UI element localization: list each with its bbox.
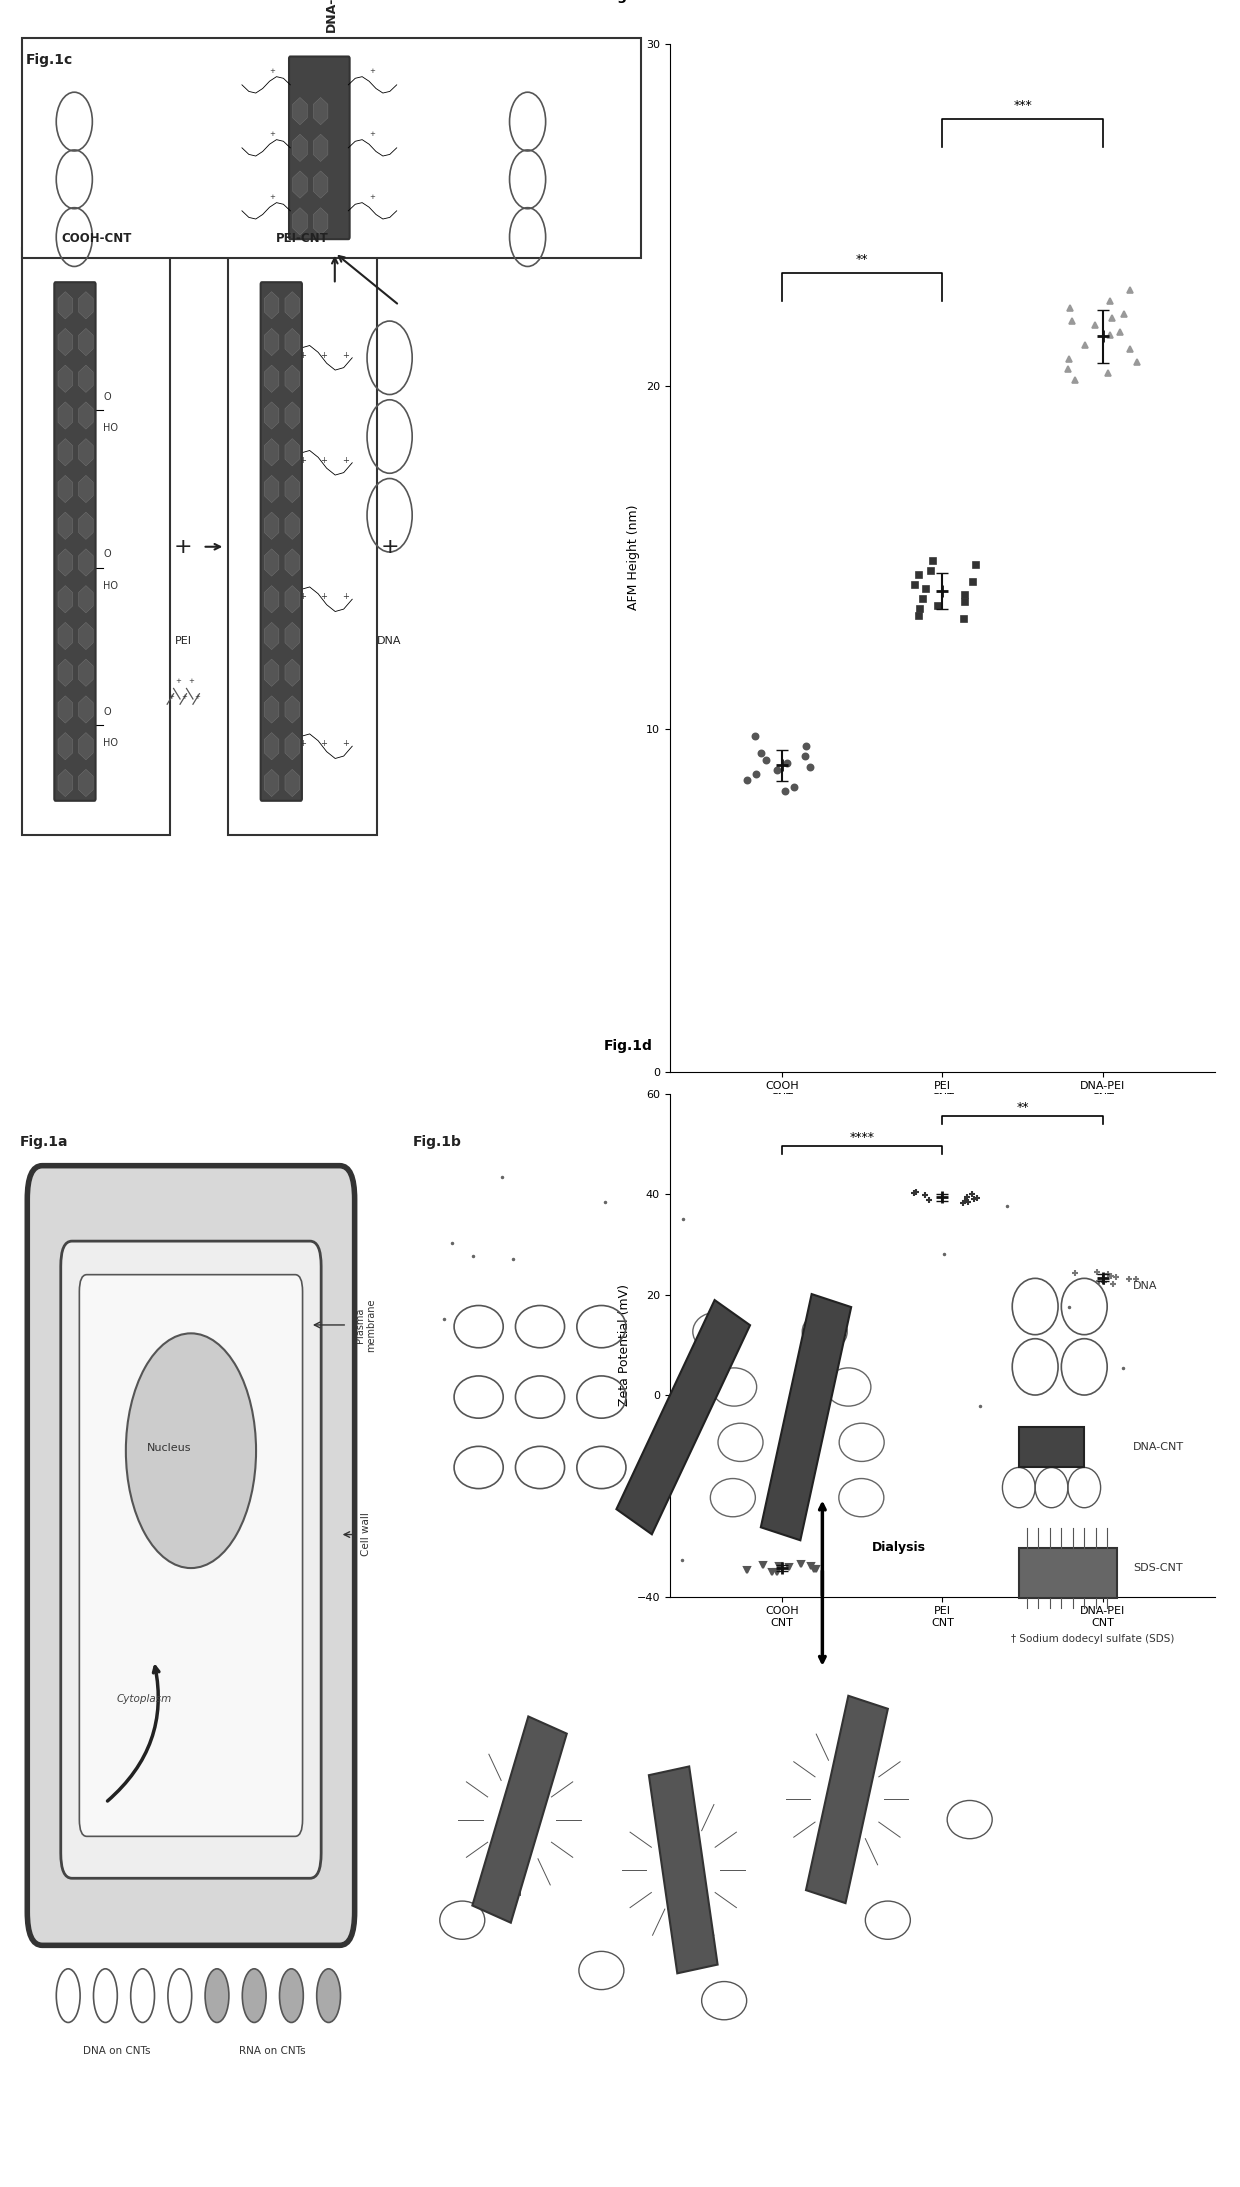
Text: Fig.1c: Fig.1c xyxy=(25,52,73,68)
FancyBboxPatch shape xyxy=(289,57,350,238)
Y-axis label: AFM Height (nm): AFM Height (nm) xyxy=(627,505,640,610)
Text: +: + xyxy=(269,195,275,199)
Text: ***: *** xyxy=(1013,98,1032,112)
Text: +: + xyxy=(299,739,306,748)
Text: DNA-PEI-CNT: DNA-PEI-CNT xyxy=(325,0,339,33)
Text: DNA-CNT: DNA-CNT xyxy=(1133,1443,1184,1452)
Text: Fig.1a: Fig.1a xyxy=(20,1135,68,1150)
Text: Dialysis: Dialysis xyxy=(872,1542,925,1555)
Bar xyxy=(1019,1548,1117,1599)
Bar xyxy=(1019,1428,1084,1467)
Text: +: + xyxy=(320,593,327,601)
Text: COOH-CNT: COOH-CNT xyxy=(61,232,131,245)
Text: **: ** xyxy=(1017,1100,1029,1113)
Text: PEI: PEI xyxy=(175,636,192,645)
Circle shape xyxy=(205,1968,229,2023)
Text: +: + xyxy=(269,68,275,74)
Text: Nucleus: Nucleus xyxy=(146,1443,191,1452)
FancyBboxPatch shape xyxy=(228,247,377,835)
Text: Cytoplasm: Cytoplasm xyxy=(117,1695,172,1704)
Text: HO: HO xyxy=(103,424,118,433)
Text: +: + xyxy=(381,536,399,558)
FancyBboxPatch shape xyxy=(61,1242,321,1879)
Text: +: + xyxy=(299,455,306,466)
Text: +: + xyxy=(342,350,348,361)
Text: +: + xyxy=(175,678,181,685)
Text: +: + xyxy=(269,131,275,138)
Text: DNA: DNA xyxy=(377,636,402,645)
FancyBboxPatch shape xyxy=(260,282,301,800)
Text: PEI-CNT: PEI-CNT xyxy=(277,232,329,245)
FancyBboxPatch shape xyxy=(79,1275,303,1837)
Text: O: O xyxy=(103,391,110,402)
Y-axis label: Zeta Potential (mV): Zeta Potential (mV) xyxy=(618,1284,631,1406)
Text: +: + xyxy=(299,593,306,601)
Text: +: + xyxy=(320,455,327,466)
FancyBboxPatch shape xyxy=(22,37,641,258)
Text: +: + xyxy=(320,739,327,748)
Ellipse shape xyxy=(126,1334,255,1568)
Text: Fig.1b: Fig.1b xyxy=(413,1135,463,1150)
Text: DNA on CNTs: DNA on CNTs xyxy=(83,2047,150,2056)
FancyBboxPatch shape xyxy=(27,1166,355,1946)
Text: RNA on CNTs: RNA on CNTs xyxy=(239,2047,306,2056)
Text: HO: HO xyxy=(103,739,118,748)
Circle shape xyxy=(279,1968,304,2023)
Text: O: O xyxy=(103,706,110,717)
Text: +: + xyxy=(342,455,348,466)
Text: +: + xyxy=(320,350,327,361)
Text: +: + xyxy=(342,593,348,601)
Text: +: + xyxy=(370,68,374,74)
FancyBboxPatch shape xyxy=(55,282,95,800)
Bar xyxy=(649,1767,718,1973)
Bar xyxy=(472,1717,567,1922)
Text: +: + xyxy=(299,350,306,361)
Text: DNA: DNA xyxy=(1133,1282,1158,1290)
Circle shape xyxy=(316,1968,341,2023)
Text: +: + xyxy=(181,693,187,700)
Text: O: O xyxy=(103,549,110,560)
Text: +: + xyxy=(342,739,348,748)
Text: +: + xyxy=(187,678,193,685)
Text: † Sodium dodecyl sulfate (SDS): † Sodium dodecyl sulfate (SDS) xyxy=(1011,1634,1174,1642)
Text: Fig.1e: Fig.1e xyxy=(604,0,652,2)
Circle shape xyxy=(242,1968,267,2023)
Text: +: + xyxy=(370,195,374,199)
Bar xyxy=(806,1695,888,1903)
FancyBboxPatch shape xyxy=(22,247,170,835)
Text: Cell wall: Cell wall xyxy=(361,1513,371,1557)
Text: +: + xyxy=(370,131,374,138)
Text: ****: **** xyxy=(849,1131,874,1144)
Text: Fig.1d: Fig.1d xyxy=(604,1039,653,1054)
Text: +: + xyxy=(195,693,200,700)
Text: SDS-CNT: SDS-CNT xyxy=(1133,1564,1183,1572)
Text: +: + xyxy=(169,693,175,700)
Bar xyxy=(616,1299,750,1535)
Text: Plasma
membrane: Plasma membrane xyxy=(355,1299,377,1352)
Text: HO: HO xyxy=(103,582,118,590)
Text: +: + xyxy=(174,536,192,558)
Text: **: ** xyxy=(856,254,868,267)
Bar xyxy=(761,1295,851,1540)
